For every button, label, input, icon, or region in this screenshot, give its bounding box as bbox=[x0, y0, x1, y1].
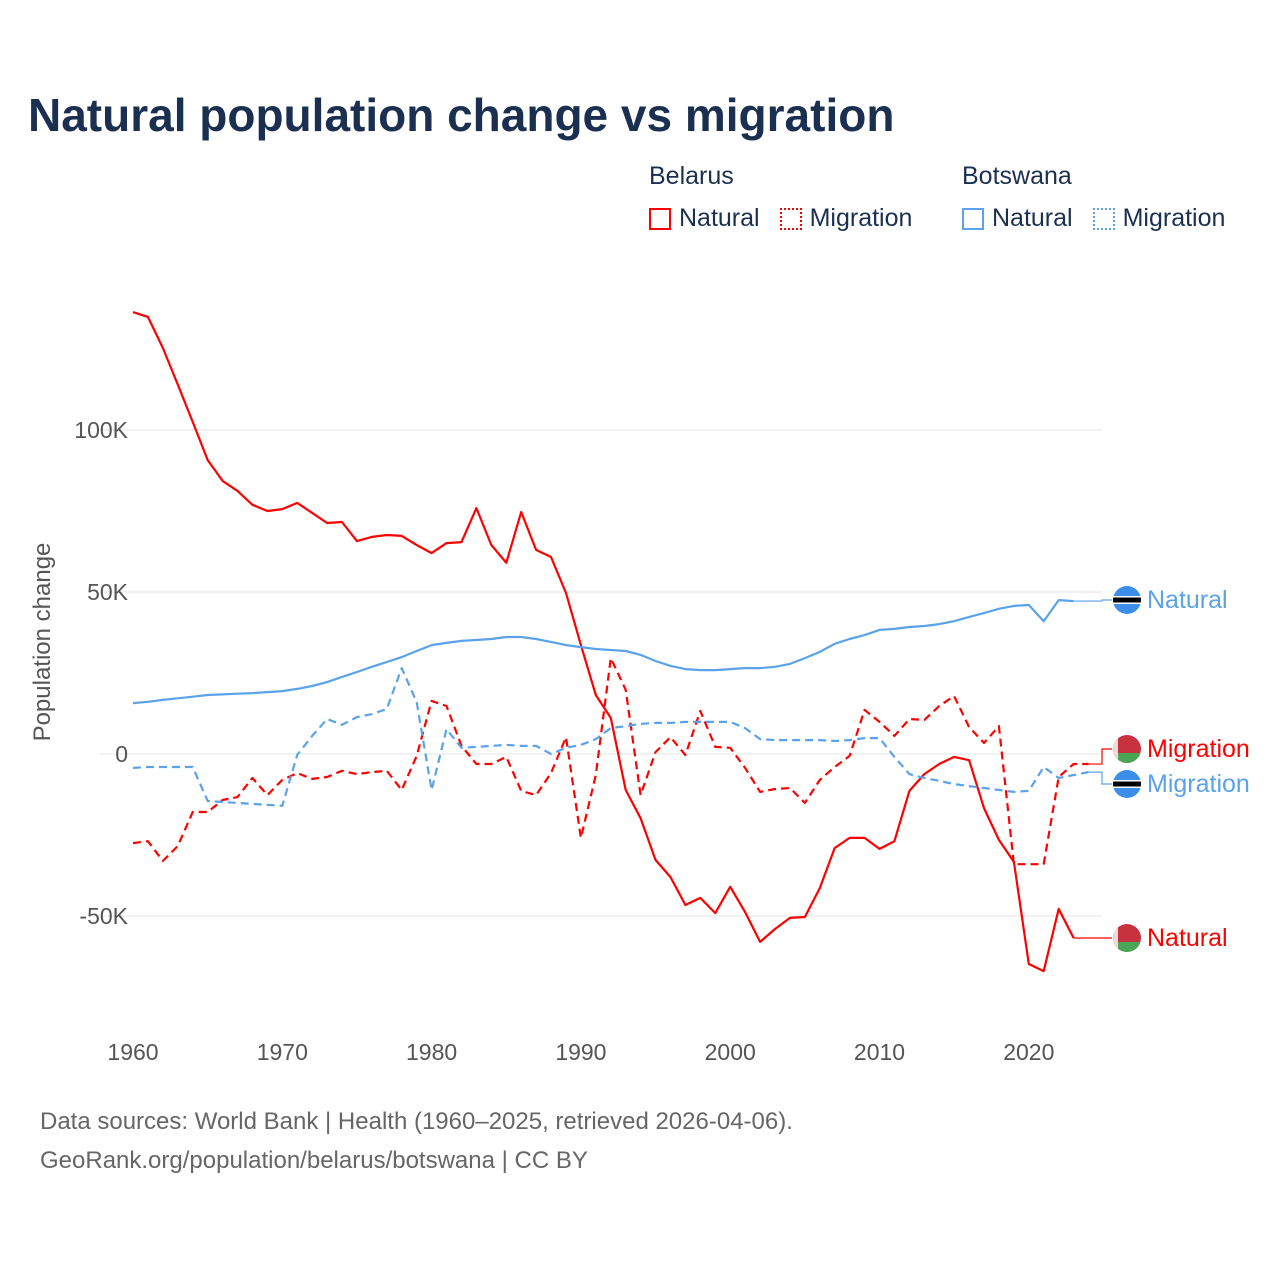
legend-item-botswana-natural[interactable]: Natural bbox=[962, 204, 1073, 233]
legend-botswana: Natural Migration bbox=[962, 204, 1245, 233]
y-axis-ticks: 100K 50K 0 -50K bbox=[74, 417, 128, 929]
x-tick-label: 1970 bbox=[257, 1039, 308, 1065]
legend-swatch-solid bbox=[962, 207, 984, 230]
x-axis-ticks: 1960 1970 1980 1990 2000 2010 2020 bbox=[107, 1039, 1054, 1065]
legend-label: Migration bbox=[1122, 204, 1226, 232]
y-tick-label: 0 bbox=[115, 741, 128, 767]
end-label-belarus-natural: Natural bbox=[1147, 924, 1228, 952]
connector-botswana-migration bbox=[1088, 771, 1112, 785]
legend-item-belarus-natural[interactable]: Natural bbox=[649, 204, 760, 233]
connector-belarus-migration bbox=[1088, 748, 1112, 765]
y-tick-label: 50K bbox=[87, 579, 129, 605]
legend-item-belarus-migration[interactable]: Migration bbox=[779, 204, 913, 233]
line-botswana-natural bbox=[132, 598, 1074, 705]
y-tick-label: 100K bbox=[74, 417, 128, 443]
legend-belarus: Natural Migration bbox=[649, 204, 932, 233]
flag-belarus-icon bbox=[1113, 924, 1141, 952]
y-axis-label: Population change bbox=[29, 543, 56, 742]
legend-label: Natural bbox=[992, 204, 1073, 232]
gridlines bbox=[100, 429, 1102, 917]
x-tick-label: 1990 bbox=[555, 1039, 606, 1065]
x-tick-label: 1980 bbox=[406, 1039, 457, 1065]
series-lines bbox=[132, 311, 1112, 973]
legend-group-belarus: Belarus bbox=[649, 162, 734, 190]
x-tick-label: 2020 bbox=[1003, 1039, 1054, 1065]
end-label-belarus-migration: Migration bbox=[1147, 735, 1250, 763]
x-tick-label: 1960 bbox=[107, 1039, 158, 1065]
connector-botswana-natural bbox=[1073, 599, 1112, 602]
end-labels: Natural Migration Natural Migration bbox=[1113, 586, 1250, 952]
end-label-botswana-natural: Natural bbox=[1147, 586, 1228, 614]
legend-swatch-dotted bbox=[1092, 207, 1115, 230]
flag-belarus-icon bbox=[1113, 735, 1141, 763]
legend-label: Migration bbox=[809, 204, 913, 232]
legend-group-botswana: Botswana bbox=[962, 162, 1072, 190]
flag-botswana-icon bbox=[1113, 770, 1141, 798]
footer-attribution[interactable]: GeoRank.org/population/belarus/botswana … bbox=[40, 1147, 588, 1174]
legend-label: Natural bbox=[679, 204, 760, 232]
legend-item-botswana-migration[interactable]: Migration bbox=[1092, 204, 1226, 233]
footer-source: Data sources: World Bank | Health (1960–… bbox=[40, 1108, 793, 1135]
legend-swatch-solid bbox=[649, 207, 671, 230]
flag-botswana-icon bbox=[1113, 586, 1141, 614]
y-tick-label: -50K bbox=[79, 903, 128, 929]
legend-swatch-dotted bbox=[779, 207, 802, 230]
end-label-botswana-migration: Migration bbox=[1147, 770, 1250, 798]
line-belarus-migration bbox=[132, 656, 1089, 866]
line-belarus-natural bbox=[132, 311, 1075, 973]
x-tick-label: 2010 bbox=[854, 1039, 905, 1065]
line-botswana-migration bbox=[132, 666, 1089, 807]
chart-title: Natural population change vs migration bbox=[28, 89, 895, 141]
x-tick-label: 2000 bbox=[705, 1039, 756, 1065]
